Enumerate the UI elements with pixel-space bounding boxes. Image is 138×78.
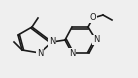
Text: N: N (93, 35, 99, 45)
Text: N: N (69, 49, 75, 57)
Text: O: O (90, 13, 96, 22)
Text: N: N (49, 38, 55, 46)
Text: N: N (37, 49, 43, 57)
